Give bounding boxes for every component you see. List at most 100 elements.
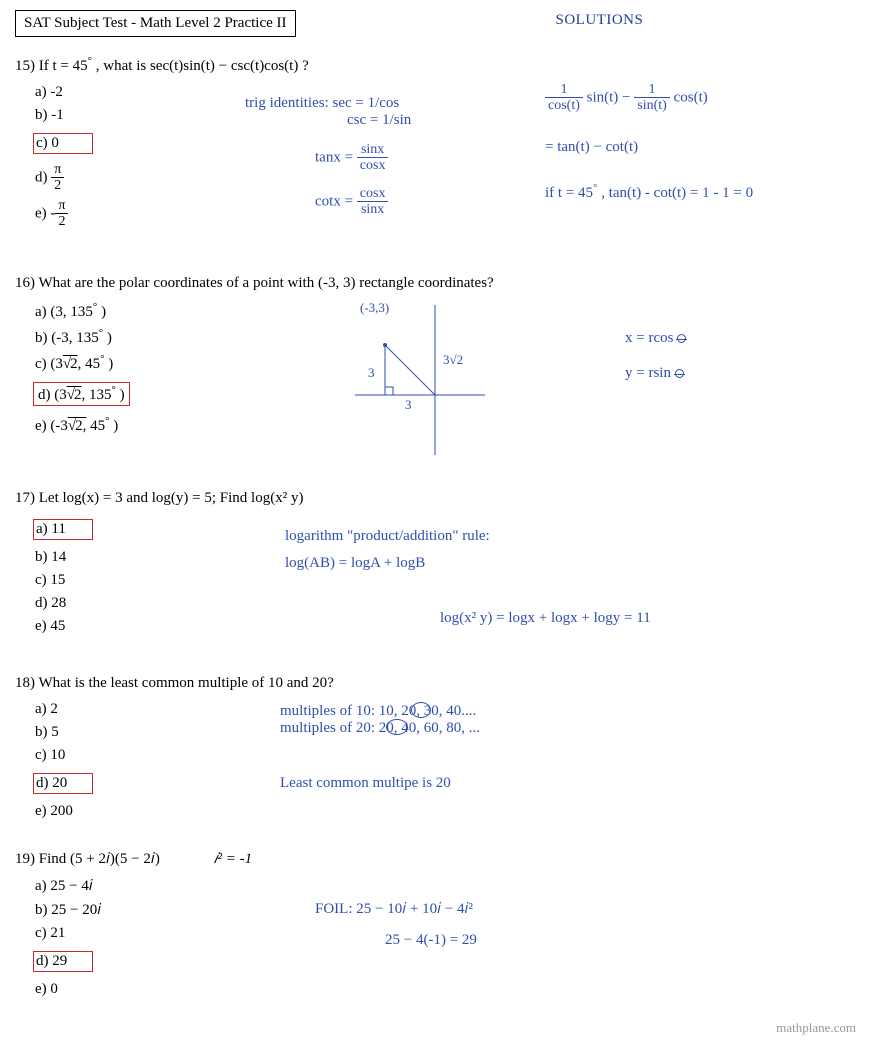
q19-opt-a: a) 25 − 4𝑖 [33, 876, 856, 896]
q15-r3: if t = 45 , tan(t) - cot(t) = 1 - 1 = 0 [545, 182, 753, 202]
question-19: 19) Find (5 + 2𝑖)(5 − 2𝑖) 𝑖² = -1 a) 25 … [15, 850, 856, 1000]
page-header: SAT Subject Test - Math Level 2 Practice… [15, 10, 856, 37]
q16-c-sqrt: 2 [63, 356, 78, 373]
q15-w1: trig identities: sec = 1/cos [245, 95, 411, 112]
q15-e-label: e) [35, 205, 47, 221]
q15-opt-e: e) -π2 [33, 198, 856, 230]
theta-icon [675, 369, 684, 378]
q15-num: 15) [15, 58, 35, 74]
q15-text: 15) If t = 45 , what is sec(t)sin(t) − c… [15, 55, 856, 75]
q15-r1: 1cos(t) sin(t) − 1sin(t) cos(t) [545, 83, 753, 113]
q19-num: 19) [15, 851, 35, 867]
q15-r1b: sin(t) − [587, 89, 635, 105]
question-17: 17) Let log(x) = 3 and log(y) = 5; Find … [15, 490, 856, 655]
q16-c-post: ) [105, 356, 114, 372]
q15-r3-post: , tan(t) - cot(t) = 1 - 1 = 0 [601, 185, 753, 201]
q15-r1ad: cos(t) [545, 98, 583, 113]
q16-d-pre: d) (3 [38, 387, 67, 403]
q19-work: FOIL: 25 − 10𝑖 + 10𝑖 − 4𝑖² 25 − 4(-1) = … [315, 900, 477, 949]
q17-w3: log(x² y) = logx + logx + logy = 11 [440, 610, 651, 627]
q15-w-cot: cotx = cosxsinx [315, 187, 411, 217]
q15-tanx: tanx = [315, 149, 353, 165]
q15-work-right: 1cos(t) sin(t) − 1sin(t) cos(t) = tan(t)… [545, 83, 753, 202]
q16-pt: (-3,3) [360, 300, 389, 316]
q16-work: x = rcos y = rsin [625, 330, 686, 382]
q19-w2: 25 − 4(-1) = 29 [385, 932, 477, 949]
q19-hint: 𝑖² = -1 [214, 851, 253, 867]
page-footer: mathplane.com [15, 1020, 856, 1036]
q15-tanx-d: cosx [357, 158, 389, 173]
q15-r1cn: 1 [634, 83, 670, 98]
q18-w1: multiples of 10: 10, 20, 30, 40.... [280, 703, 480, 720]
q16-d-post: ) [116, 387, 125, 403]
q15-d-den: 2 [51, 178, 64, 193]
q16-c-pre: c) (3 [35, 356, 63, 372]
q15-r1an: 1 [545, 83, 583, 98]
q16-a-post: ) [97, 304, 106, 320]
q15-r1d: cos(t) [674, 89, 708, 105]
q16-e-pre: e) (-3 [35, 418, 68, 434]
q16-w2-t: y = rsin [625, 365, 671, 381]
q17-w2: log(AB) = logA + logB [285, 555, 651, 572]
q15-w-tan: tanx = sinxcosx [315, 143, 411, 173]
q18-w3: Least common multipe is 20 [280, 775, 480, 792]
q16-e-sqrt: 2, [68, 418, 86, 435]
q18-w1-t: multiples of 10: 10, 20, 30, 40.... [280, 703, 476, 719]
q15-r2: = tan(t) − cot(t) [545, 139, 753, 156]
q17-text: 17) Let log(x) = 3 and log(y) = 5; Find … [15, 490, 856, 507]
deg-icon [593, 185, 597, 201]
q19-text: 19) Find (5 + 2𝑖)(5 − 2𝑖) 𝑖² = -1 [15, 850, 856, 868]
q15-cotx-d: sinx [357, 202, 389, 217]
q16-text: 16) What are the polar coordinates of a … [15, 275, 856, 292]
q15-work-left: trig identities: sec = 1/cos csc = 1/sin… [245, 95, 411, 217]
q15-e-num: π [55, 199, 68, 214]
q18-num: 18) [15, 675, 35, 691]
question-18: 18) What is the least common multiple of… [15, 675, 856, 830]
q16-opt-d: d) (32, 135 ) [33, 382, 130, 406]
q15-opt-c: c) 0 [33, 133, 93, 154]
q18-opt-e: e) 200 [33, 802, 856, 821]
q18-opt-d: d) 20 [33, 773, 93, 794]
question-16: 16) What are the polar coordinates of a … [15, 275, 856, 470]
q16-w1-t: x = rcos [625, 330, 673, 346]
q17-work: logarithm "product/addition" rule: log(A… [285, 528, 651, 627]
q15-cotx: cotx = [315, 193, 353, 209]
q15-e-frac: π2 [55, 199, 68, 229]
test-title-box: SAT Subject Test - Math Level 2 Practice… [15, 10, 296, 37]
q17-opt-a: a) 11 [33, 519, 93, 540]
q16-e-post: ) [110, 418, 119, 434]
q17-w1: logarithm "product/addition" rule: [285, 528, 651, 545]
deg-icon [88, 58, 92, 74]
q16-sv: 3 [368, 365, 375, 381]
q15-r3-pre: if t = 45 [545, 185, 593, 201]
q15-pre: If t = 45 [39, 58, 88, 74]
q18-text: 18) What is the least common multiple of… [15, 675, 856, 692]
q18-w2-t: multiples of 20: 20, 40, 60, 80, ... [280, 720, 480, 736]
q15-d-frac: π2 [51, 163, 64, 193]
q19-w1: FOIL: 25 − 10𝑖 + 10𝑖 − 4𝑖² [315, 900, 477, 918]
q16-hyp: 3√2 [443, 352, 463, 368]
solutions-label: SOLUTIONS [556, 12, 644, 29]
q15-d-label: d) [35, 169, 48, 185]
theta-icon [677, 334, 686, 343]
q15-suf: , what is sec(t)sin(t) − csc(t)cos(t) ? [96, 58, 309, 74]
q19-body: Find (5 + 2𝑖)(5 − 2𝑖) [39, 851, 160, 867]
circle-icon [386, 719, 408, 735]
q16-c-aft: , 45 [78, 356, 101, 372]
q16-diagram [355, 305, 485, 455]
q16-b-post: ) [103, 330, 112, 346]
q16-a-pre: a) (3, 135 [35, 304, 93, 320]
q15-d-num: π [51, 163, 64, 178]
q15-e-den: 2 [55, 214, 68, 229]
q16-sh: 3 [405, 397, 412, 413]
q16-w2: y = rsin [625, 365, 686, 382]
q16-d-aft: , 135 [81, 387, 111, 403]
circle-icon [411, 702, 431, 718]
question-15: 15) If t = 45 , what is sec(t)sin(t) − c… [15, 55, 856, 255]
q15-cotx-n: cosx [357, 187, 389, 202]
q16-w1: x = rcos [625, 330, 686, 347]
q17-num: 17) [15, 490, 35, 506]
q15-tanx-n: sinx [357, 143, 389, 158]
q16-e-aft: 45 [86, 418, 105, 434]
q16-body: What are the polar coordinates of a poin… [38, 275, 493, 291]
